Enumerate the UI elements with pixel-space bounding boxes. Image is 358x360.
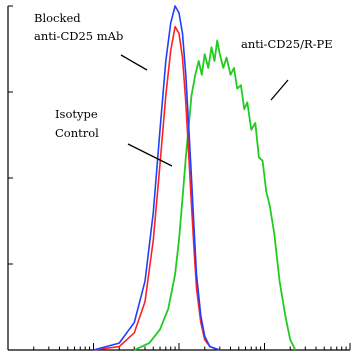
- annotation-isotype-line2: Control: [55, 126, 99, 140]
- pointer-blocked: [120, 54, 148, 71]
- annotation-blocked-line1: Blocked: [34, 11, 81, 25]
- annotation-layer: Blocked anti-CD25 mAb Isotype Control an…: [34, 11, 333, 167]
- series-layer: [93, 5, 297, 351]
- axes: [7, 5, 351, 351]
- pointer-antibody: [270, 79, 289, 101]
- pointer-isotype: [127, 143, 173, 167]
- series-antibody-line: [133, 39, 297, 351]
- annotation-isotype-line1: Isotype: [55, 107, 98, 121]
- series-blocked-line: [93, 5, 221, 351]
- annotation-antibody-line1: anti-CD25/R-PE: [241, 37, 333, 51]
- series-isotype-line: [93, 25, 221, 351]
- annotation-blocked-line2: anti-CD25 mAb: [34, 29, 123, 43]
